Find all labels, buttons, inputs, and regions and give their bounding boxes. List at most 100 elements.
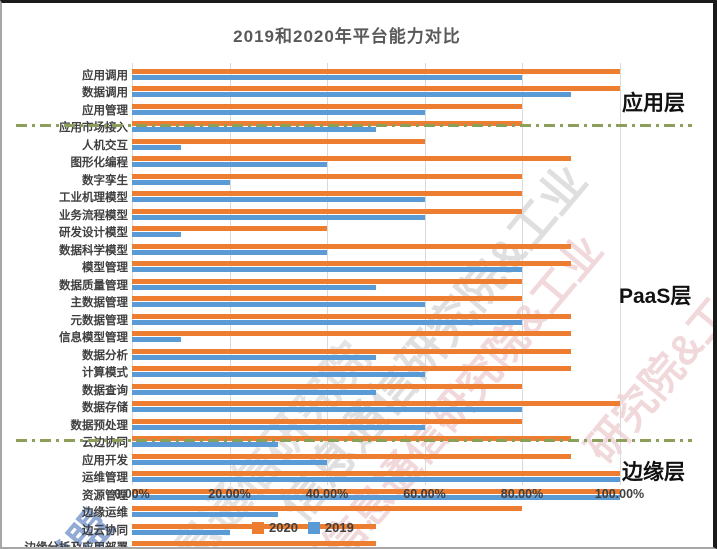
category-label: 计算模式 xyxy=(82,367,128,379)
bar-2019 xyxy=(132,214,425,220)
gridline xyxy=(619,63,621,485)
chart-row: 边缘运维 xyxy=(82,506,621,521)
bar-2019 xyxy=(132,127,376,132)
bar-2019 xyxy=(132,512,279,517)
bar-2020 xyxy=(132,138,425,144)
watermark-text: 中国信息通信 xyxy=(623,541,713,547)
chart-row: 模型管理 xyxy=(82,261,621,276)
bar-2019 xyxy=(132,389,376,395)
chart-row: 应用开发 xyxy=(82,453,621,469)
bar-2019 xyxy=(132,407,522,412)
x-axis-tick-label: 80.00% xyxy=(500,487,544,501)
legend-item-2020: 2020 xyxy=(252,520,298,535)
chart-row: 应用调用 xyxy=(82,68,621,84)
category-label: 数据分析 xyxy=(82,349,128,362)
layer-separator-line xyxy=(16,439,692,442)
bar-2020 xyxy=(132,366,571,371)
bar-2019 xyxy=(132,92,571,97)
x-axis-tick-label: 60.00% xyxy=(403,487,446,501)
chart-row: 数据分析 xyxy=(82,348,621,364)
chart-row: 人机交互 xyxy=(82,138,621,154)
bar-2020 xyxy=(132,173,522,179)
bar-2020 xyxy=(132,331,571,336)
x-axis-tick-label: 100.00% xyxy=(594,487,645,501)
bar-2020 xyxy=(132,453,571,459)
chart-row: 数字孪生 xyxy=(82,173,621,189)
bar-2019 xyxy=(132,302,425,307)
bar-2020 xyxy=(132,401,620,406)
chart-rows: 应用调用 数据调用 应用管理 应用市场接入 人机交互 图形化编程 数字孪生 工业机理模型 业务流… xyxy=(25,66,621,547)
category-label: 资源管理 xyxy=(82,489,128,502)
chart-row: 元数据管理 xyxy=(71,313,621,329)
bar-2019 xyxy=(132,319,522,325)
bar-2020 xyxy=(132,313,571,319)
bar-2020 xyxy=(132,208,522,214)
bar-2020 xyxy=(132,348,571,354)
category-label: 边缘分析及应用部署 xyxy=(24,542,129,549)
category-label: 应用开发 xyxy=(82,454,128,467)
bar-2019 xyxy=(132,529,230,535)
gridline xyxy=(327,63,328,485)
category-label: 工业机理模型 xyxy=(59,192,128,204)
legend-swatch-2020-icon xyxy=(252,521,264,534)
chart-row: 边缘分析及应用部署 xyxy=(25,541,621,547)
chart-row: 边云协同 xyxy=(82,523,621,539)
bar-2019 xyxy=(132,459,327,465)
bar-2019 xyxy=(132,354,376,360)
bar-2020 xyxy=(132,506,522,511)
category-label: 研发设计模型 xyxy=(59,227,128,239)
bar-2020 xyxy=(132,436,571,441)
chart-row: 计算模式 xyxy=(82,366,621,381)
chart-row: 数据质量管理 xyxy=(59,278,621,294)
bar-2019 xyxy=(132,337,181,342)
category-label: 模型管理 xyxy=(82,262,128,274)
chart-row: 图形化编程 xyxy=(71,156,621,171)
chart-row: 工业机理模型 xyxy=(59,191,621,206)
layer-label-edge: 边缘层 xyxy=(622,461,685,484)
bar-2020 xyxy=(132,278,522,284)
chart-legend: 2020 2019 xyxy=(252,520,354,535)
category-label: 人机交互 xyxy=(82,139,128,152)
bar-2020 xyxy=(132,296,522,301)
bar-2019 xyxy=(132,232,181,237)
plot-area xyxy=(132,63,621,485)
bar-2020 xyxy=(132,488,620,494)
bar-2019 xyxy=(132,162,327,167)
category-label: 边缘运维 xyxy=(82,507,128,519)
chart-row: 业务流程模型 xyxy=(59,208,621,224)
x-axis-tick-label: 20.00% xyxy=(208,487,251,501)
watermark-text: 产业联盟 xyxy=(2,495,125,547)
bar-2019 xyxy=(132,442,279,447)
bar-2020 xyxy=(132,226,327,231)
legend-label-2019: 2019 xyxy=(324,520,354,535)
category-label: 数据科学模型 xyxy=(59,244,128,257)
layer-separator-line xyxy=(16,124,692,127)
bar-2019 xyxy=(132,109,425,115)
category-label: 数据预处理 xyxy=(70,419,129,432)
category-label: 数据调用 xyxy=(82,87,128,99)
x-axis-tick-label: 0.00% xyxy=(114,487,150,501)
category-label: 应用管理 xyxy=(82,104,128,117)
bar-2020 xyxy=(132,243,571,249)
chart-row: 数据存储 xyxy=(82,401,621,416)
bar-2020 xyxy=(132,68,620,74)
bar-2020 xyxy=(132,121,522,126)
bar-2019 xyxy=(132,249,327,255)
bar-2019 xyxy=(132,284,376,290)
bar-2020 xyxy=(132,383,522,389)
bar-2020 xyxy=(132,471,620,476)
bar-2020 xyxy=(132,541,376,546)
legend-item-2019: 2019 xyxy=(307,520,354,535)
bar-2019 xyxy=(132,144,181,150)
bar-2019 xyxy=(132,424,425,430)
chart-row: 信息模型管理 xyxy=(59,331,621,346)
bar-2019 xyxy=(132,494,620,500)
x-axis-tick-label: 40.00% xyxy=(305,487,349,501)
layer-label-paas: PaaS层 xyxy=(619,285,692,308)
category-label: 数据查询 xyxy=(82,384,128,397)
category-label: 信息模型管理 xyxy=(59,332,128,344)
chart-row: 数据科学模型 xyxy=(59,243,621,259)
chart-row: 运维管理 xyxy=(82,471,621,486)
chart-title: 2019和2020年平台能力对比 xyxy=(233,27,461,46)
